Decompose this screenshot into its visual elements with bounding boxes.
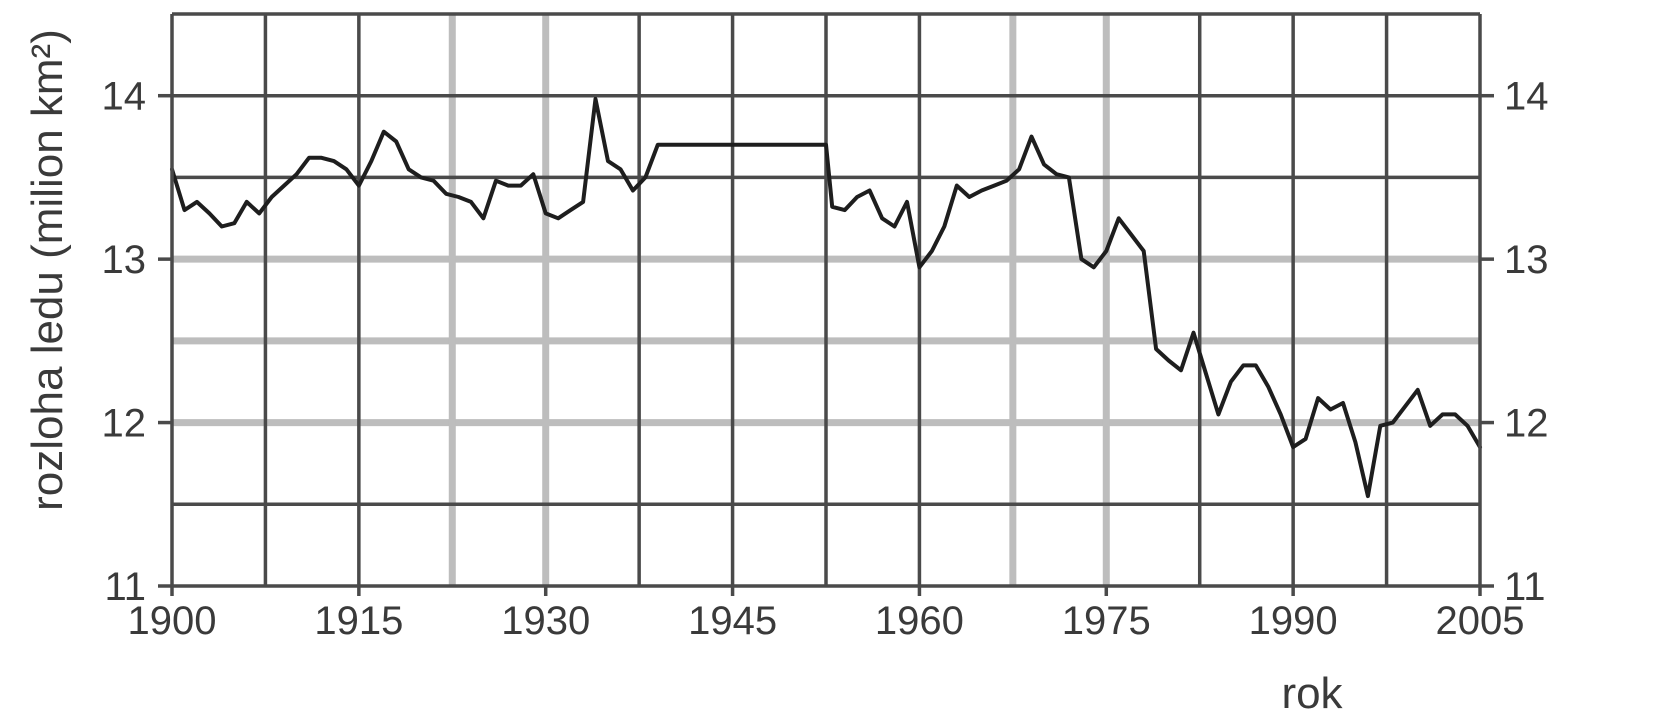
x-tick-label: 1930 — [501, 599, 590, 643]
x-tick-label: 1990 — [1249, 599, 1338, 643]
y-tick-label: 13 — [102, 238, 147, 282]
ice-extent-line — [170, 97, 1482, 499]
x-tick-label: 1945 — [688, 599, 777, 643]
x-tick-label: 1900 — [128, 599, 217, 643]
y-axis-title: rozloha ledu (milion km²) — [23, 29, 72, 511]
y-tick-label-right: 14 — [1504, 75, 1549, 119]
y-tick-label: 11 — [104, 565, 146, 609]
x-tick-label: 2005 — [1436, 599, 1525, 643]
grid — [172, 14, 1480, 586]
x-tick-label: 1975 — [1062, 599, 1151, 643]
series-layer — [170, 97, 1482, 499]
x-tick-label: 1915 — [314, 599, 403, 643]
x-axis-title: rok — [1281, 669, 1343, 717]
y-tick-label: 14 — [102, 75, 147, 119]
axes — [158, 12, 1494, 596]
y-tick-label-right: 12 — [1504, 402, 1549, 446]
tick-labels: 11 12 13 14 11 12 13 14 1900 1915 1930 1945 1960 1975… — [102, 75, 1549, 643]
y-tick-label-right: 13 — [1504, 238, 1549, 282]
y-tick-label-right: 11 — [1504, 565, 1546, 609]
y-tick-label: 12 — [102, 402, 147, 446]
x-tick-label: 1960 — [875, 599, 964, 643]
